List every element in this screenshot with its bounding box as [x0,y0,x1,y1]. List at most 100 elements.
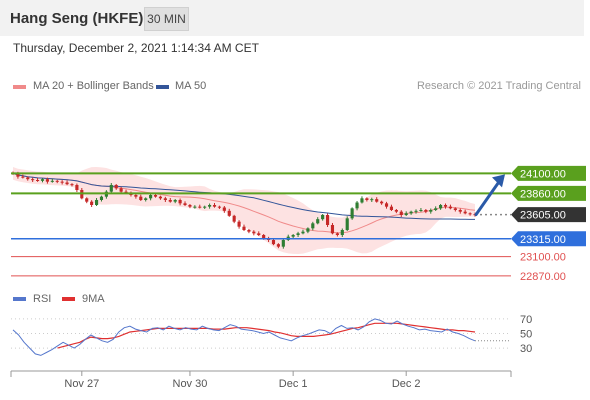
candle-body [247,230,251,232]
candle-body [85,198,89,202]
candle-body [458,210,462,212]
instrument-title: Hang Seng (HKFE) [10,10,144,27]
candle-body [335,233,339,235]
candle-body [375,199,379,202]
candle-body [70,184,74,186]
level-23315-00-label: 23315.00 [520,234,566,246]
candle-body [188,205,192,207]
legend-9ma: 9MA [82,293,105,305]
candle-body [360,198,364,203]
legend-swatch-9ma [62,297,75,301]
candle-body [21,176,25,178]
candle-body [198,206,202,208]
candle-body [468,213,472,215]
candle-body [212,205,217,207]
candle-body [252,231,256,234]
level-24100-00-tag [511,165,586,181]
candle-body [75,185,79,190]
candle-body [389,206,394,210]
candle-body [281,240,285,247]
candle-body [237,221,241,227]
candle-body [40,179,45,181]
candle-body [149,195,153,199]
candle-body [173,200,177,202]
candle-body [316,219,320,224]
level-22870-00-label: 22870.00 [520,271,566,283]
rsi-line [12,318,476,356]
candle-body [345,218,349,230]
candle-body [183,203,187,205]
candle-body [296,233,300,235]
x-tick-label-dec-1: Dec 1 [279,378,308,390]
candle-body [384,203,389,207]
candle-body [50,180,54,182]
candle-body [276,244,280,247]
candle-body [448,206,452,209]
candle-body [36,180,40,181]
rsi-tick-70: 70 [520,314,532,326]
legend-rsi: RSI [33,293,52,305]
candle-body [424,210,428,212]
timestamp: Thursday, December 2, 2021 1:14:34 AM CE… [13,41,259,55]
candle-body [434,208,438,210]
candle-body [340,230,344,235]
rsi-tick-30: 30 [520,343,532,355]
level-23605-00-tag [511,207,586,223]
candle-body [90,201,94,205]
candle-body [321,215,325,220]
level-23860-00-tag [511,185,586,201]
legend-swatch-rsi [13,297,26,301]
x-tick-label-nov-27: Nov 27 [64,378,99,390]
candle-body [443,205,448,207]
candle-body [404,213,408,215]
level-23315-00-tag [511,231,586,247]
candle-body [158,196,163,199]
candle-body [262,235,266,239]
candle-body [55,180,59,182]
candle-body [355,202,359,209]
candle-body [193,206,197,208]
candle-body [453,208,457,210]
candle-body [394,210,398,212]
candle-body [380,201,384,204]
candle-body [271,240,276,245]
candle-body [99,196,104,200]
candle-body [31,179,35,181]
candle-body [16,173,20,177]
bollinger-band [13,167,475,254]
ma50-line [12,172,475,220]
candle-body [153,195,158,197]
candle-body [163,198,167,200]
chart-credit: Research © 2021 Trading Central [416,80,581,92]
candle-body [168,200,172,202]
candle-body [208,205,212,207]
candle-body [370,199,374,201]
legend-ma50: MA 50 [175,80,207,92]
candle-body [217,206,221,208]
candle-body [134,195,138,197]
candle-body [429,210,433,212]
candle-body [311,223,315,229]
candle-body [232,215,236,222]
candle-body [109,185,113,192]
level-23605-00-label: 23605.00 [520,210,566,222]
candle-body [301,231,305,234]
candle-body [124,191,128,193]
candle-body [242,226,246,230]
projection-arrow-head [492,174,505,188]
candle-body [139,196,143,200]
candle-body [257,233,261,235]
candle-body [409,211,413,214]
candle-body [178,200,182,204]
timeframe-button[interactable]: 30 MIN [144,7,189,31]
candle-body [325,215,330,225]
x-tick-label-dec-2: Dec 2 [392,378,421,390]
candle-body [399,211,403,215]
projection-arrow-shaft [474,178,502,217]
candle-body [439,205,443,209]
candle-body [463,211,467,214]
candle-body [65,182,69,185]
rsi-9ma-line [57,322,476,349]
x-tick-label-nov-30: Nov 30 [173,378,208,390]
